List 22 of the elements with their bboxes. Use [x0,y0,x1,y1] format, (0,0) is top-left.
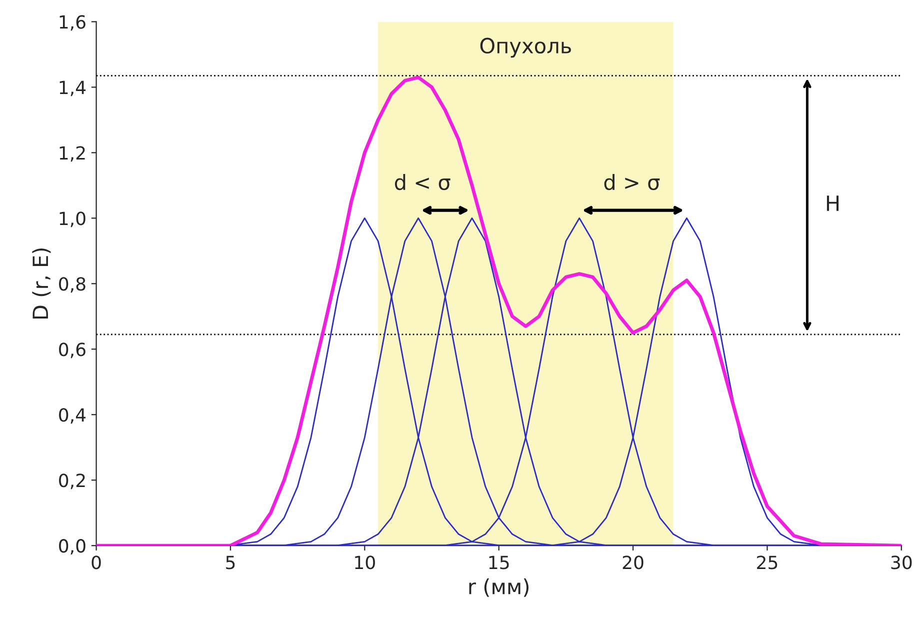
x-tick-label: 20 [622,556,644,570]
y-tick-label: 0,2 [59,474,85,490]
band-label: Опухоль [480,38,571,58]
x-tick-label: 25 [757,556,778,570]
x-tick-label: 30 [891,556,912,570]
y-tick-label: 1,6 [60,15,86,31]
y-tick-label: 1,0 [60,212,86,228]
y-tick-label: 0,0 [59,539,86,555]
y-tick-label: 0,6 [59,342,86,358]
x-tick-label: 10 [355,556,375,570]
x-tick-label: 5 [226,556,235,570]
y-tick-label: 1,2 [60,146,85,162]
x-tick-label: 0 [92,556,101,570]
annotation: d < σ [394,174,450,190]
annotation: H [826,196,839,211]
x-axis-title: r (мм) [469,578,528,597]
annotation: d > σ [604,174,660,190]
y-tick-label: 1,4 [60,80,86,96]
y-axis-title: D (r, E) [32,248,51,319]
x-tick-label: 15 [489,556,509,570]
y-tick-label: 0,8 [59,277,86,293]
y-tick-label: 0,4 [59,408,86,424]
